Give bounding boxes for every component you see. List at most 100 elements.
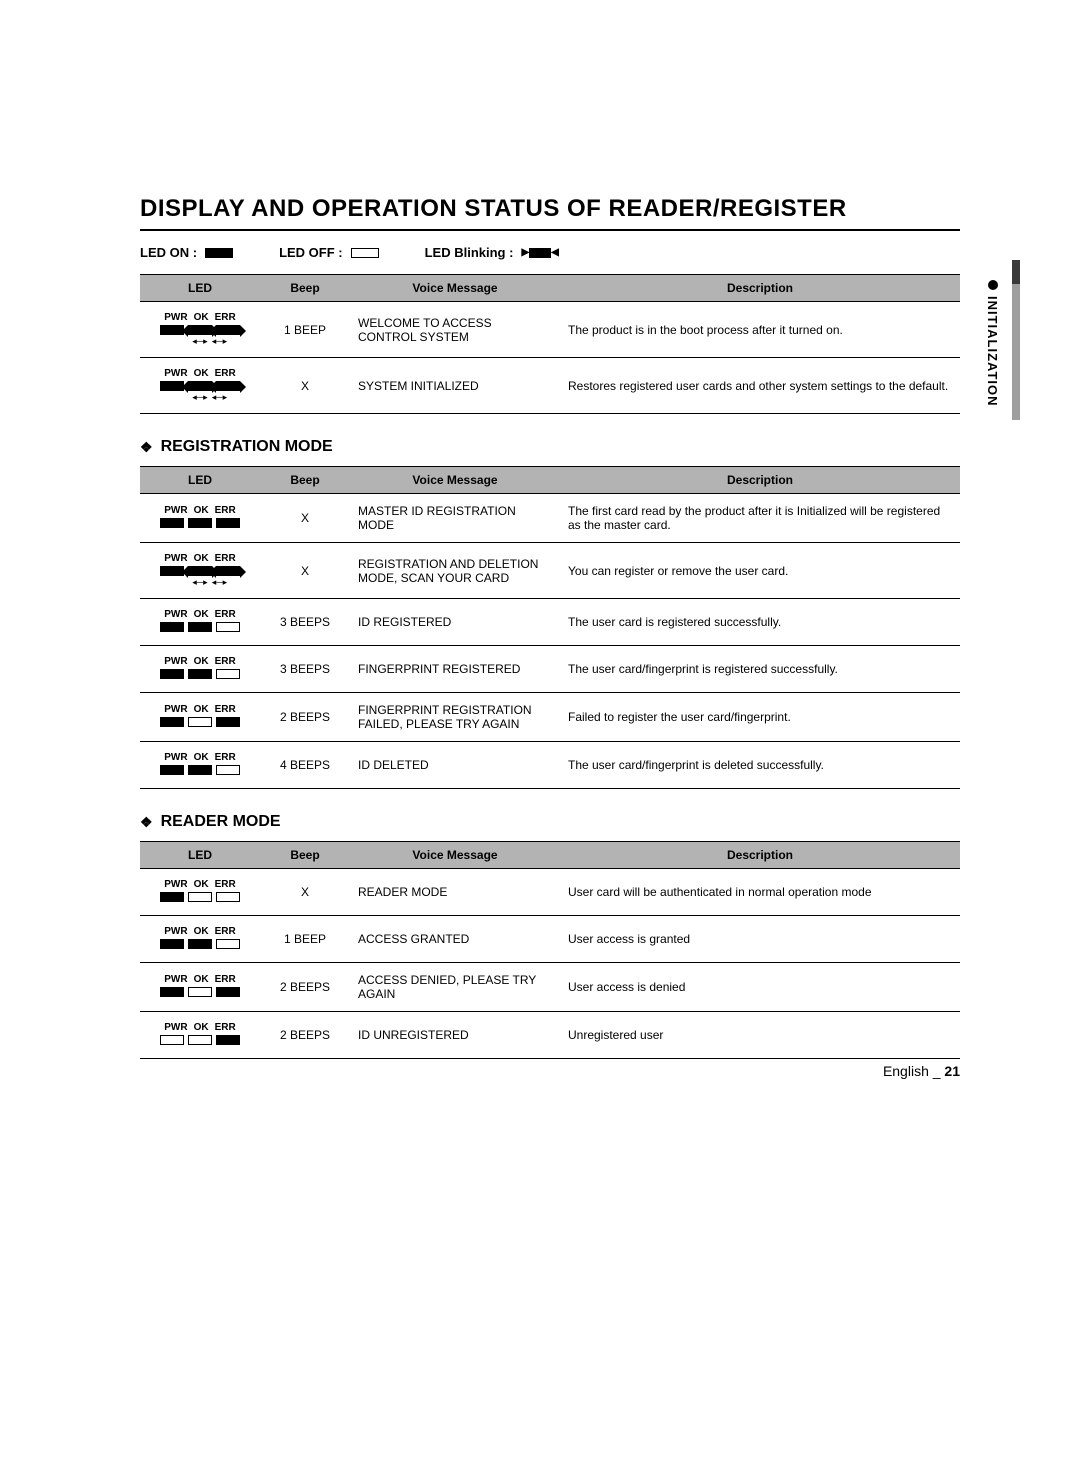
legend-blink-label: LED Blinking : — [425, 245, 514, 260]
cell-led: PWROKERR ◂─▸◂─▸◂─▸ — [140, 302, 260, 358]
table-row: PWROKERR X MASTER ID REGISTRATION MODE T… — [140, 494, 960, 543]
led-indicator: PWROKERR ◂─▸◂─▸◂─▸ — [160, 368, 240, 403]
status-table: LED Beep Voice Message Description PWROK… — [140, 841, 960, 1059]
led-boxes — [160, 1035, 240, 1045]
tables-container: LED Beep Voice Message Description PWROK… — [140, 274, 960, 1059]
cell-led: PWROKERR — [140, 1012, 260, 1059]
cell-beep: X — [260, 358, 350, 414]
col-beep: Beep — [260, 842, 350, 869]
led-indicator: PWROKERR — [160, 609, 240, 632]
led-boxes — [160, 518, 240, 528]
cell-led: PWROKERR — [140, 494, 260, 543]
led-boxes — [160, 765, 240, 775]
cell-beep: 2 BEEPS — [260, 1012, 350, 1059]
cell-desc: User access is granted — [560, 916, 960, 963]
page-title: DISPLAY AND OPERATION STATUS OF READER/R… — [140, 195, 960, 231]
cell-beep: 1 BEEP — [260, 302, 350, 358]
cell-beep: X — [260, 543, 350, 599]
led-boxes — [160, 669, 240, 679]
table-row: PWROKERR 3 BEEPS ID REGISTERED The user … — [140, 599, 960, 646]
section-heading-text: READER MODE — [161, 813, 281, 831]
cell-led: PWROKERR — [140, 599, 260, 646]
page-footer: English _ 21 — [883, 1063, 960, 1079]
cell-desc: The first card read by the product after… — [560, 494, 960, 543]
led-indicator: PWROKERR — [160, 1022, 240, 1045]
col-led: LED — [140, 275, 260, 302]
cell-beep: 2 BEEPS — [260, 693, 350, 742]
blink-arrows: ◂─▸◂─▸◂─▸ — [160, 577, 240, 588]
led-boxes — [160, 325, 240, 335]
blink-arrows: ◂─▸◂─▸◂─▸ — [160, 336, 240, 347]
table-row: PWROKERR 1 BEEP ACCESS GRANTED User acce… — [140, 916, 960, 963]
table-row: PWROKERR 2 BEEPS FINGERPRINT REGISTRATIO… — [140, 693, 960, 742]
cell-voice: ID REGISTERED — [350, 599, 560, 646]
cell-desc: User card will be authenticated in norma… — [560, 869, 960, 916]
table-row: PWROKERR 2 BEEPS ID UNREGISTERED Unregis… — [140, 1012, 960, 1059]
cell-desc: The user card/fingerprint is registered … — [560, 646, 960, 693]
cell-beep: 4 BEEPS — [260, 742, 350, 789]
diamond-icon: ❖ — [140, 439, 153, 456]
cell-voice: ACCESS GRANTED — [350, 916, 560, 963]
cell-beep: X — [260, 869, 350, 916]
page: DISPLAY AND OPERATION STATUS OF READER/R… — [0, 0, 1080, 1119]
legend-off-label: LED OFF : — [279, 245, 343, 260]
legend-on-label: LED ON : — [140, 245, 197, 260]
led-indicator: PWROKERR — [160, 926, 240, 949]
col-voice: Voice Message — [350, 275, 560, 302]
led-indicator: PWROKERR — [160, 879, 240, 902]
led-boxes — [160, 987, 240, 997]
side-tab: INITIALIZATION — [985, 280, 1000, 407]
cell-voice: FINGERPRINT REGISTERED — [350, 646, 560, 693]
cell-voice: SYSTEM INITIALIZED — [350, 358, 560, 414]
led-indicator: PWROKERR — [160, 752, 240, 775]
status-table: LED Beep Voice Message Description PWROK… — [140, 274, 960, 414]
led-indicator: PWROKERR ◂─▸◂─▸◂─▸ — [160, 312, 240, 347]
blink-arrows: ◂─▸◂─▸◂─▸ — [160, 392, 240, 403]
cell-led: PWROKERR — [140, 963, 260, 1012]
cell-led: PWROKERR ◂─▸◂─▸◂─▸ — [140, 358, 260, 414]
bullet-icon — [988, 280, 998, 290]
table-row: PWROKERR 2 BEEPS ACCESS DENIED, PLEASE T… — [140, 963, 960, 1012]
cell-desc: The user card/fingerprint is deleted suc… — [560, 742, 960, 789]
cell-led: PWROKERR — [140, 742, 260, 789]
led-blinking-icon: ▶◀ — [521, 248, 558, 258]
side-bar-decoration — [1012, 260, 1020, 420]
led-boxes — [160, 566, 240, 576]
cell-voice: ID UNREGISTERED — [350, 1012, 560, 1059]
led-boxes — [160, 381, 240, 391]
col-led: LED — [140, 467, 260, 494]
side-tab-label: INITIALIZATION — [985, 296, 1000, 407]
cell-voice: MASTER ID REGISTRATION MODE — [350, 494, 560, 543]
col-desc: Description — [560, 275, 960, 302]
col-led: LED — [140, 842, 260, 869]
cell-desc: Unregistered user — [560, 1012, 960, 1059]
section-heading-text: REGISTRATION MODE — [161, 438, 333, 456]
section-heading: ❖ READER MODE — [140, 813, 960, 831]
col-desc: Description — [560, 467, 960, 494]
col-beep: Beep — [260, 275, 350, 302]
table-row: PWROKERR ◂─▸◂─▸◂─▸ X REGISTRATION AND DE… — [140, 543, 960, 599]
table-row: PWROKERR 3 BEEPS FINGERPRINT REGISTERED … — [140, 646, 960, 693]
col-voice: Voice Message — [350, 842, 560, 869]
status-table: LED Beep Voice Message Description PWROK… — [140, 466, 960, 789]
cell-voice: READER MODE — [350, 869, 560, 916]
led-on-icon — [205, 248, 233, 258]
led-boxes — [160, 717, 240, 727]
led-off-icon — [351, 248, 379, 258]
cell-voice: REGISTRATION AND DELETION MODE, SCAN YOU… — [350, 543, 560, 599]
cell-beep: 2 BEEPS — [260, 963, 350, 1012]
led-boxes — [160, 622, 240, 632]
led-indicator: PWROKERR — [160, 704, 240, 727]
table-row: PWROKERR 4 BEEPS ID DELETED The user car… — [140, 742, 960, 789]
cell-voice: ID DELETED — [350, 742, 560, 789]
cell-beep: 3 BEEPS — [260, 646, 350, 693]
col-desc: Description — [560, 842, 960, 869]
cell-voice: FINGERPRINT REGISTRATION FAILED, PLEASE … — [350, 693, 560, 742]
cell-desc: Failed to register the user card/fingerp… — [560, 693, 960, 742]
cell-led: PWROKERR — [140, 646, 260, 693]
cell-desc: You can register or remove the user card… — [560, 543, 960, 599]
diamond-icon: ❖ — [140, 814, 153, 831]
col-beep: Beep — [260, 467, 350, 494]
cell-beep: X — [260, 494, 350, 543]
section-heading: ❖ REGISTRATION MODE — [140, 438, 960, 456]
